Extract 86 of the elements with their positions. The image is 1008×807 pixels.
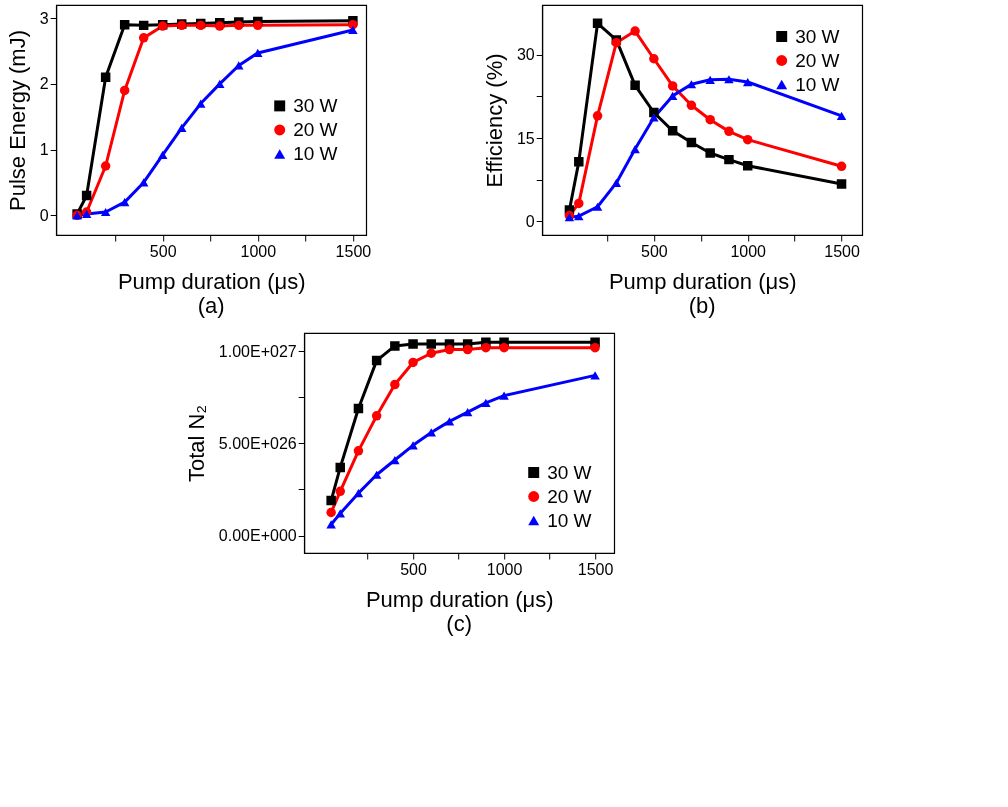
point bbox=[592, 18, 603, 29]
y-tick-label: 0.00E+000 bbox=[218, 527, 297, 545]
y-tick-label: 5.00E+026 bbox=[218, 434, 297, 452]
point bbox=[742, 77, 753, 87]
point bbox=[705, 148, 715, 158]
legend-label: 20 W bbox=[293, 118, 338, 140]
point bbox=[348, 25, 358, 35]
point bbox=[742, 160, 753, 171]
y-tick-label: 15 bbox=[516, 129, 535, 147]
point bbox=[253, 20, 263, 31]
y-tick-label: 0 bbox=[39, 206, 49, 224]
point bbox=[157, 150, 168, 159]
x-tick-label: 1000 bbox=[240, 242, 277, 260]
point bbox=[81, 190, 92, 201]
point bbox=[667, 81, 678, 91]
y-tick-label: 1.00E+027 bbox=[218, 342, 297, 360]
point bbox=[138, 33, 149, 43]
y-axis-title: Total N₂ bbox=[183, 404, 209, 483]
point bbox=[611, 178, 622, 188]
x-tick-label: 500 bbox=[400, 560, 427, 578]
point bbox=[196, 99, 206, 108]
point bbox=[742, 134, 753, 145]
point bbox=[724, 154, 734, 165]
y-tick-label: 2 bbox=[39, 75, 49, 93]
x-tick-label: 1500 bbox=[335, 242, 372, 260]
point bbox=[574, 198, 584, 209]
point bbox=[686, 137, 697, 148]
point bbox=[630, 80, 640, 91]
x-axis-title: Pump duration (μs) bbox=[365, 586, 554, 612]
x-tick-label: 1500 bbox=[577, 560, 614, 578]
x-tick-label: 1000 bbox=[486, 560, 523, 578]
point bbox=[836, 161, 847, 172]
x-tick-label: 500 bbox=[641, 242, 668, 260]
legend-label: 30 W bbox=[293, 94, 338, 116]
point bbox=[630, 144, 640, 154]
legend-label: 30 W bbox=[547, 461, 592, 483]
point bbox=[119, 198, 130, 207]
x-axis-title: Pump duration (μs) bbox=[117, 268, 306, 294]
point bbox=[705, 75, 715, 84]
text: (a) bbox=[197, 293, 225, 318]
y-tick-label: 0 bbox=[525, 212, 535, 230]
legend-label: 10 W bbox=[795, 73, 840, 95]
point bbox=[724, 75, 734, 84]
point bbox=[100, 207, 111, 217]
x-tick-label: 1000 bbox=[730, 242, 767, 260]
point bbox=[649, 54, 659, 64]
point bbox=[649, 113, 659, 122]
point bbox=[100, 72, 111, 83]
point bbox=[234, 20, 244, 31]
y-axis-title: Pulse Energy (mJ) bbox=[4, 30, 30, 211]
point bbox=[592, 202, 603, 211]
point bbox=[705, 114, 715, 125]
point bbox=[215, 79, 225, 88]
point bbox=[649, 107, 659, 118]
point bbox=[667, 91, 678, 100]
point bbox=[253, 48, 263, 58]
x-tick-label: 500 bbox=[149, 242, 177, 260]
point bbox=[574, 212, 584, 221]
y-axis-title: Efficiency (%) bbox=[481, 53, 507, 188]
point bbox=[119, 19, 130, 30]
y-tick-label: 30 bbox=[516, 46, 535, 64]
legend-label: 20 W bbox=[547, 485, 592, 507]
x-axis-title: Pump duration (μs) bbox=[608, 268, 797, 294]
point bbox=[176, 123, 187, 132]
point bbox=[234, 61, 244, 70]
legend-label: 10 W bbox=[293, 142, 338, 164]
legend-label: 20 W bbox=[795, 49, 840, 71]
point bbox=[630, 26, 640, 36]
text: (b) bbox=[688, 293, 716, 318]
point bbox=[138, 20, 149, 31]
point bbox=[100, 161, 111, 171]
point bbox=[724, 126, 734, 137]
x-tick-label: 1500 bbox=[824, 242, 860, 260]
point bbox=[686, 80, 697, 89]
y-tick-label: 3 bbox=[39, 9, 49, 27]
text: (c) bbox=[446, 611, 473, 636]
point bbox=[667, 126, 678, 136]
point bbox=[836, 111, 847, 120]
legend-label: 10 W bbox=[547, 509, 592, 531]
legend-label: 30 W bbox=[795, 25, 840, 47]
point bbox=[836, 179, 847, 189]
y-tick-label: 1 bbox=[39, 141, 49, 159]
point bbox=[574, 157, 584, 167]
point bbox=[119, 85, 130, 96]
point bbox=[686, 100, 697, 111]
point bbox=[592, 111, 603, 121]
